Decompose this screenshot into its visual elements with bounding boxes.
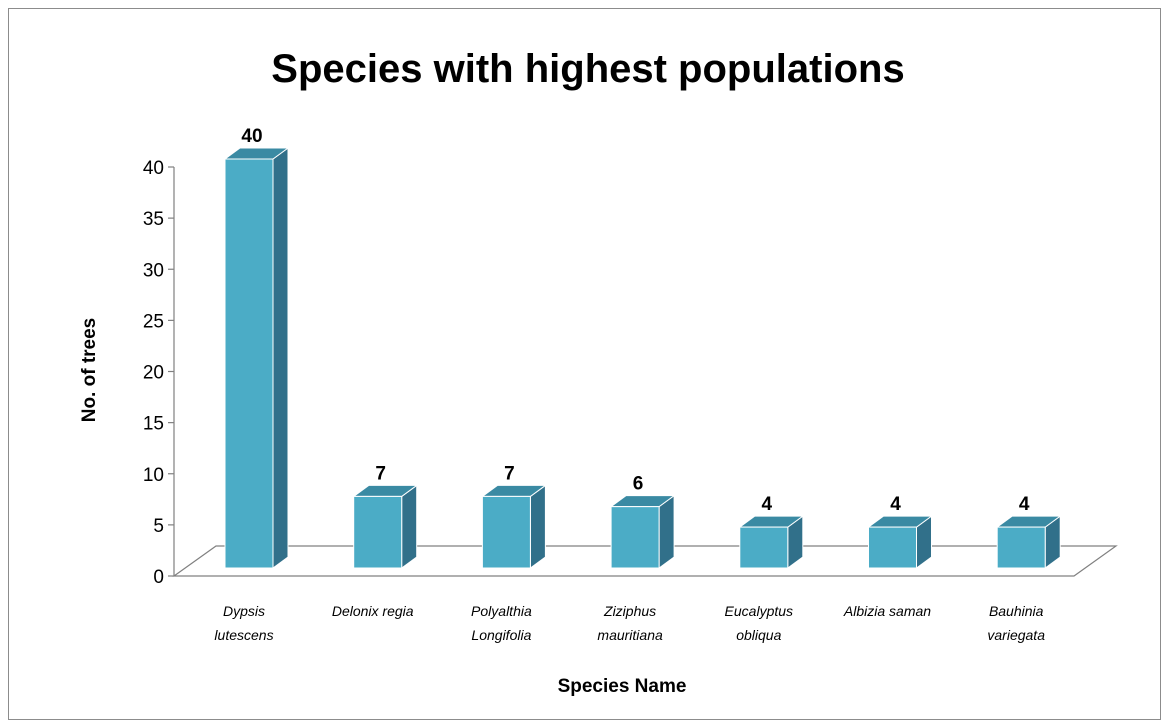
bar bbox=[223, 147, 290, 569]
bar-front bbox=[996, 526, 1046, 569]
data-label: 4 bbox=[762, 494, 773, 515]
data-label: 6 bbox=[633, 474, 644, 495]
y-tick-label: 30 bbox=[143, 260, 164, 281]
chart-title: Species with highest populations bbox=[271, 47, 904, 91]
category-label-line: Longifolia bbox=[471, 627, 531, 643]
category-label: Bauhinia variegata bbox=[987, 603, 1045, 643]
category-label: Ziziphus mauritiana bbox=[597, 603, 663, 643]
bar bbox=[480, 484, 547, 569]
category-label-line: obliqua bbox=[736, 627, 781, 643]
category-label: Dypsis lutescens bbox=[214, 603, 273, 643]
bar-front bbox=[481, 495, 531, 569]
bar-front bbox=[739, 526, 789, 569]
bar bbox=[738, 515, 805, 569]
category-label-line: lutescens bbox=[214, 627, 273, 643]
bar-side bbox=[529, 484, 546, 569]
data-label: 4 bbox=[890, 494, 901, 515]
bar-front bbox=[868, 526, 917, 569]
category-labels: Dypsis lutescens Delonix regia Polyalthia Lo… bbox=[214, 603, 1045, 643]
x-axis-title: Species Name bbox=[558, 676, 687, 697]
y-tick-label: 25 bbox=[143, 311, 164, 332]
bar-side bbox=[658, 494, 675, 569]
category-label-line: Ziziphus bbox=[603, 603, 656, 619]
data-label: 4 bbox=[1019, 494, 1030, 515]
y-tick-label: 20 bbox=[143, 363, 164, 384]
category-label-line: Polyalthia bbox=[471, 603, 532, 619]
y-tick-label: 10 bbox=[143, 465, 164, 486]
bar-front bbox=[610, 506, 660, 569]
chart-frame bbox=[8, 8, 1161, 720]
bar bbox=[995, 515, 1062, 569]
category-label: Polyalthia Longifolia bbox=[471, 603, 532, 643]
bar bbox=[609, 494, 676, 569]
y-tick-label: 5 bbox=[153, 516, 164, 537]
bar-side bbox=[401, 484, 418, 569]
category-label-line: Bauhinia bbox=[989, 603, 1044, 619]
y-tick-label: 35 bbox=[143, 209, 164, 230]
category-label-line: Delonix regia bbox=[332, 603, 414, 619]
bar bbox=[866, 515, 934, 569]
category-label-line: variegata bbox=[987, 627, 1045, 643]
y-tick-label: 0 bbox=[153, 567, 164, 588]
bars bbox=[223, 147, 1062, 569]
category-label: Eucalyptus obliqua bbox=[725, 603, 793, 643]
data-label: 7 bbox=[504, 463, 515, 484]
data-labels: 40 7 7 6 4 4 4 bbox=[241, 126, 1029, 515]
y-axis-title: No. of trees bbox=[79, 318, 100, 423]
category-label: Albizia saman bbox=[843, 603, 931, 619]
y-tick-label: 40 bbox=[143, 158, 164, 179]
y-tick-label: 15 bbox=[143, 414, 164, 435]
category-label-line: Dypsis bbox=[223, 603, 265, 619]
bar bbox=[352, 484, 419, 569]
bar-side bbox=[272, 147, 289, 569]
bar-front bbox=[353, 495, 403, 569]
category-label-line: Eucalyptus bbox=[725, 603, 793, 619]
category-label-line: Albizia saman bbox=[843, 603, 931, 619]
data-label: 40 bbox=[241, 126, 262, 147]
category-label: Delonix regia bbox=[332, 603, 414, 619]
category-label-line: mauritiana bbox=[597, 627, 663, 643]
bar-front bbox=[224, 158, 274, 569]
data-label: 7 bbox=[375, 463, 386, 484]
y-axis: 0 5 10 15 20 25 30 35 40 bbox=[143, 158, 175, 588]
